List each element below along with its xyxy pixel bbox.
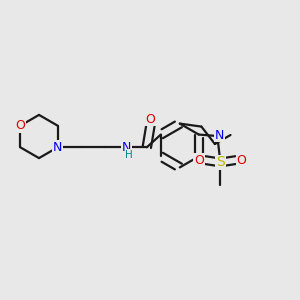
Text: O: O bbox=[194, 154, 204, 166]
Text: H: H bbox=[125, 149, 133, 160]
Text: S: S bbox=[216, 155, 225, 170]
Text: O: O bbox=[15, 119, 25, 132]
Text: N: N bbox=[122, 141, 131, 154]
Text: O: O bbox=[237, 154, 247, 166]
Text: N: N bbox=[53, 141, 62, 154]
Text: O: O bbox=[146, 112, 155, 126]
Text: N: N bbox=[215, 129, 224, 142]
